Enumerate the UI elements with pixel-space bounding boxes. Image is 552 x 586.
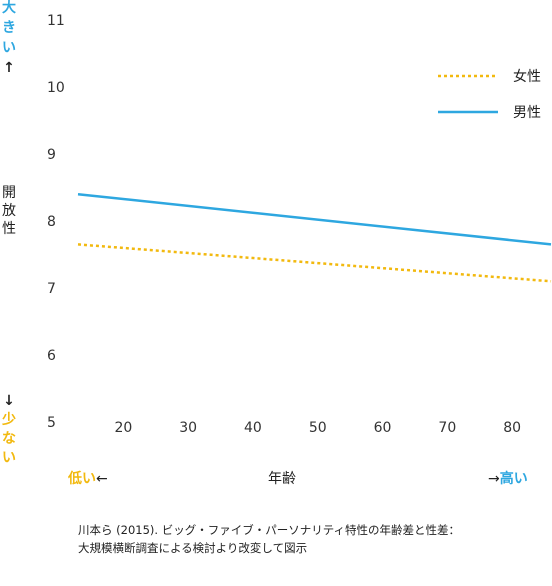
x-tick-label: 80: [503, 420, 521, 436]
y-tick-label: 6: [47, 348, 56, 364]
x-axis-ticks: 20 30 40 50 60 70 80: [114, 420, 521, 436]
source-caption: 川本ら (2015). ビッグ・ファイブ・パーソナリティ特性の年齢差と性差： 大…: [78, 521, 548, 557]
series-line-female: [77, 243, 552, 283]
legend-label: 女性: [513, 68, 541, 85]
series-lines: [77, 192, 552, 283]
x-tick-label: 40: [244, 420, 262, 436]
x-axis-left-annotation: 低い←: [67, 470, 108, 487]
y-axis-label: 開放性: [2, 185, 16, 237]
x-tick-label: 60: [374, 420, 392, 436]
x-tick-label: 20: [114, 420, 132, 436]
y-tick-label: 10: [47, 80, 65, 96]
x-tick-label: 30: [179, 420, 197, 436]
caption-line-1: 川本ら (2015). ビッグ・ファイブ・パーソナリティ特性の年齢差と性差：: [78, 523, 461, 537]
right-arrow: →: [488, 471, 500, 487]
left-arrow: ←: [96, 471, 108, 487]
caption-line-2: 大規模横断調査による検討より改変して図示: [78, 541, 308, 555]
y-tick-label: 8: [47, 214, 56, 230]
y-tick-label: 9: [47, 147, 56, 163]
low-label: 低い: [67, 470, 96, 487]
legend-label: 男性: [513, 105, 541, 121]
y-tick-label: 11: [47, 13, 65, 29]
y-axis-ticks: 5 6 7 8 9 10 11: [47, 13, 65, 431]
y-tick-label: 7: [47, 281, 56, 297]
y-axis-top-annotation: 大きい↑: [2, 0, 16, 76]
x-tick-label: 70: [438, 420, 456, 436]
x-axis-right-annotation: →高い: [488, 470, 528, 487]
series-line-male: [77, 192, 552, 246]
y-axis-bottom-annotation: ↓少ない: [1, 393, 16, 466]
x-axis-label: 年齢: [268, 471, 296, 487]
y-tick-label: 5: [47, 415, 56, 431]
high-label: 高い: [500, 470, 528, 487]
x-tick-label: 50: [309, 420, 327, 436]
